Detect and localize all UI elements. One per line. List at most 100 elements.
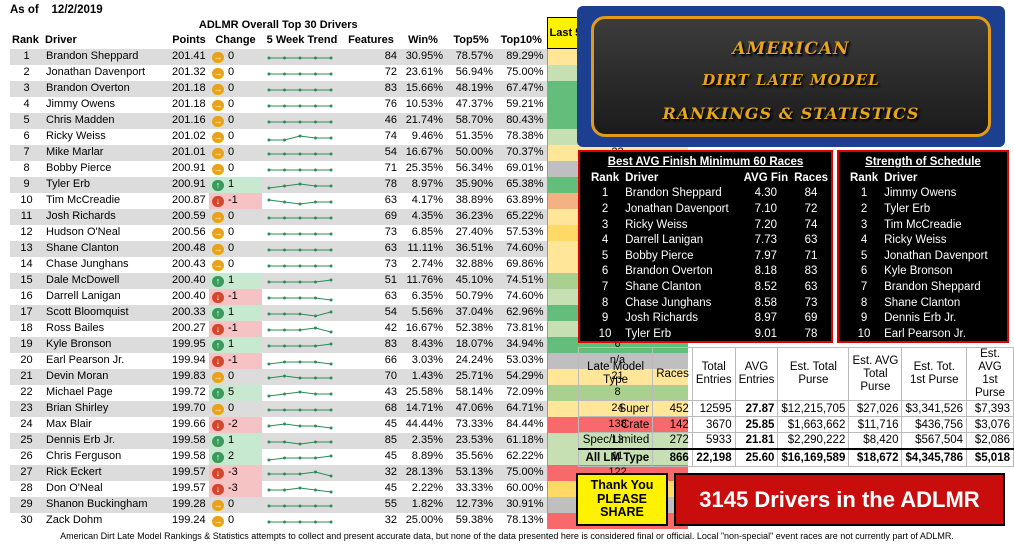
- driver-cell: Brian Shirley: [43, 400, 169, 417]
- change-value: -1: [228, 354, 238, 366]
- trend-point: [283, 392, 286, 395]
- driver-cell: Chris Madden: [43, 112, 169, 129]
- trend-sparkline: [267, 422, 333, 429]
- trend-point: [314, 488, 317, 491]
- stats-avg-first-cell: $2,086: [966, 432, 1014, 449]
- arrow-right-icon: →: [212, 372, 224, 383]
- arrow-right-icon: →: [212, 132, 224, 143]
- col-top5: Top5%: [453, 34, 489, 46]
- trend-sparkline: [267, 374, 333, 379]
- trend-point: [283, 344, 286, 347]
- features-cell: 78: [342, 176, 400, 193]
- change-value: 0: [228, 130, 235, 142]
- list-item: 2 Jonathan Davenport 7.10 72: [588, 201, 831, 217]
- trend-point: [298, 442, 302, 445]
- trend-point: [267, 264, 271, 267]
- trend-point: [267, 296, 271, 299]
- top5-cell: 36.23%: [446, 208, 496, 225]
- trend-point: [267, 198, 271, 201]
- rank-cell: 2: [10, 64, 43, 81]
- arrow-down-icon: ↓: [212, 324, 224, 335]
- change-value: 0: [228, 98, 235, 110]
- arrow-right-icon: →: [212, 68, 224, 79]
- top5-cell: 50.00%: [446, 144, 496, 161]
- top10-cell: 89.29%: [496, 48, 547, 65]
- trend-point: [267, 520, 271, 523]
- top30-table: ADLMR Overall Top 30 Drivers Last 5 Week…: [10, 17, 689, 529]
- strength-of-schedule-panel: Strength of Schedule Rank Driver 1 Jimmy …: [837, 150, 1009, 343]
- trend-point: [314, 296, 317, 299]
- races-cell: 72: [804, 202, 818, 215]
- arrow-down-icon: ↓: [212, 356, 224, 367]
- driver-cell: Darrell Lanigan: [625, 234, 704, 247]
- win-cell: 8.43%: [400, 336, 446, 353]
- driver-cell: Ricky Weiss: [625, 218, 688, 231]
- driver-cell: Darrell Lanigan: [43, 288, 169, 305]
- arrow-right-icon: →: [212, 100, 224, 111]
- change-value: 0: [228, 66, 235, 78]
- change-cell: ↓ -1: [209, 352, 262, 369]
- sos-table: Rank Driver 1 Jimmy Owens 2 Tyler Erb 3 Tim M…: [847, 170, 991, 342]
- rank-cell: 4: [601, 234, 609, 247]
- driver-cell: Dennis Erb Jr.: [43, 432, 169, 449]
- rank-cell: 19: [10, 336, 43, 353]
- trend-point: [329, 278, 333, 281]
- top10-cell: 69.01%: [496, 160, 547, 177]
- trend-point: [283, 56, 286, 59]
- trend-cell: [262, 400, 342, 417]
- change-cell: → 0: [209, 496, 262, 513]
- trend-point: [314, 168, 317, 171]
- trend-cell: [262, 224, 342, 241]
- trend-cell: [262, 144, 342, 161]
- points-cell: 199.95: [169, 336, 209, 353]
- best-avg-table: Rank Driver AVG Fin Races 1 Brandon Shepp…: [588, 170, 831, 342]
- top5-cell: 48.19%: [446, 80, 496, 97]
- top5-cell: 27.40%: [446, 224, 496, 241]
- driver-cell: Tyler Erb: [625, 327, 672, 340]
- driver-cell: Josh Richards: [625, 312, 698, 325]
- win-cell: 3.03%: [400, 352, 446, 369]
- rank-cell: 27: [10, 464, 43, 481]
- arrow-right-icon: →: [212, 500, 224, 511]
- col-driver: Driver: [45, 34, 77, 46]
- driver-cell: Mike Marlar: [43, 144, 169, 161]
- trend-point: [283, 248, 286, 251]
- trend-point: [314, 470, 317, 473]
- arrow-down-icon: ↓: [212, 420, 224, 431]
- trend-point: [329, 330, 333, 333]
- trend-point: [314, 424, 317, 427]
- thanks-line-3: SHARE: [600, 505, 644, 519]
- change-value: 0: [228, 514, 235, 526]
- driver-cell: Shane Clanton: [625, 280, 702, 293]
- win-cell: 30.95%: [400, 48, 446, 65]
- arrow-up-icon: ↑: [212, 308, 224, 319]
- trend-sparkline: [267, 278, 333, 283]
- trend-point: [329, 248, 333, 251]
- stats-col-races: Races: [652, 347, 693, 401]
- driver-cell: Rick Eckert: [43, 464, 169, 481]
- change-value: 0: [228, 50, 235, 62]
- stats-type-cell: Super: [577, 400, 654, 417]
- features-cell: 83: [342, 336, 400, 353]
- rank-cell: 3: [860, 218, 868, 231]
- stats-first-cell: $436,756: [901, 416, 968, 433]
- change-cell: ↓ -2: [209, 416, 262, 433]
- trend-point: [283, 520, 286, 523]
- points-cell: 200.91: [169, 160, 209, 177]
- table-row: 20 Earl Pearson Jr. 199.94 ↓ -1 66 3.03% 24.24%…: [10, 352, 688, 369]
- driver-cell: Tim McCreadie: [884, 218, 962, 231]
- top10-cell: 64.71%: [496, 400, 547, 417]
- top10-cell: 60.00%: [496, 480, 547, 497]
- trend-cell: [262, 384, 342, 401]
- win-cell: 10.53%: [400, 96, 446, 113]
- change-value: 0: [228, 370, 235, 382]
- top5-cell: 56.34%: [446, 160, 496, 177]
- rank-cell: 9: [601, 312, 609, 325]
- top5-cell: 73.33%: [446, 416, 496, 433]
- trend-point: [283, 488, 286, 491]
- top5-cell: 37.04%: [446, 304, 496, 321]
- features-cell: 68: [342, 400, 400, 417]
- trend-point: [329, 72, 333, 75]
- table-title: ADLMR Overall Top 30 Drivers: [198, 18, 358, 31]
- stats-col-entries: Total Entries: [691, 347, 736, 401]
